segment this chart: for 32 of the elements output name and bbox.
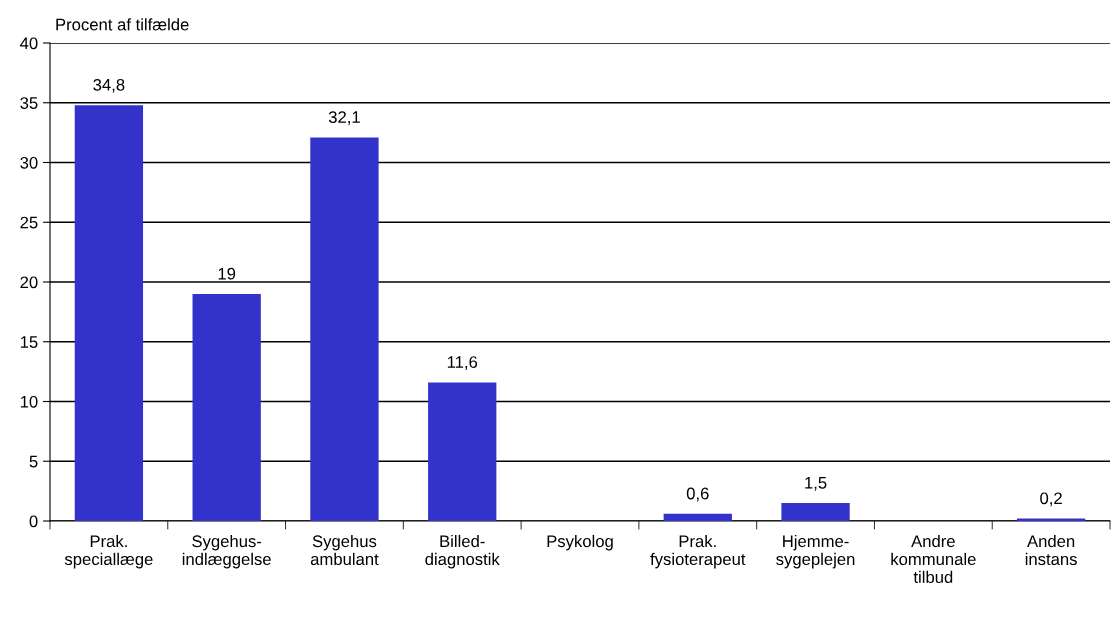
bar xyxy=(428,382,497,521)
data-label: 34,8 xyxy=(93,78,125,93)
x-tick-label: Sygehus- indlæggelse xyxy=(182,534,271,569)
x-tick-label: Sygehus ambulant xyxy=(310,534,379,566)
x-tick-label: Psykolog xyxy=(547,534,613,551)
data-label: 32,1 xyxy=(328,111,360,125)
bar xyxy=(310,137,379,521)
bar xyxy=(74,105,144,521)
data-label: 0,2 xyxy=(1040,492,1062,507)
data-label: 19 xyxy=(218,267,236,280)
y-tick-label: 25 xyxy=(20,216,38,229)
data-label: 0,6 xyxy=(686,487,709,502)
y-tick-label: 10 xyxy=(20,395,38,408)
y-tick-label: 0 xyxy=(29,515,38,528)
bar xyxy=(781,503,850,521)
bar xyxy=(663,513,732,521)
x-tick-label: Billed- diagnostik xyxy=(425,534,500,569)
x-tick-label: Prak. fysioterapeut xyxy=(650,534,746,569)
y-tick-label: 40 xyxy=(20,37,38,50)
x-tick-label: Andre kommunale tilbud xyxy=(891,534,976,584)
bar xyxy=(192,293,261,521)
data-label: 11,6 xyxy=(447,356,478,370)
y-tick-label: 35 xyxy=(20,97,38,109)
y-tick-label: 30 xyxy=(20,156,38,169)
y-tick-label: 5 xyxy=(29,455,38,468)
x-tick-label: Prak. speciallæge xyxy=(64,534,153,569)
y-axis-title: Procent af tilfælde xyxy=(56,18,189,31)
x-tick-label: Hjemme- sygeplejen xyxy=(776,534,855,569)
x-tick-label: Anden instans xyxy=(1025,534,1077,566)
y-tick-label: 15 xyxy=(20,336,38,348)
y-tick-label: 20 xyxy=(20,276,38,289)
data-label: 1,5 xyxy=(805,477,827,491)
